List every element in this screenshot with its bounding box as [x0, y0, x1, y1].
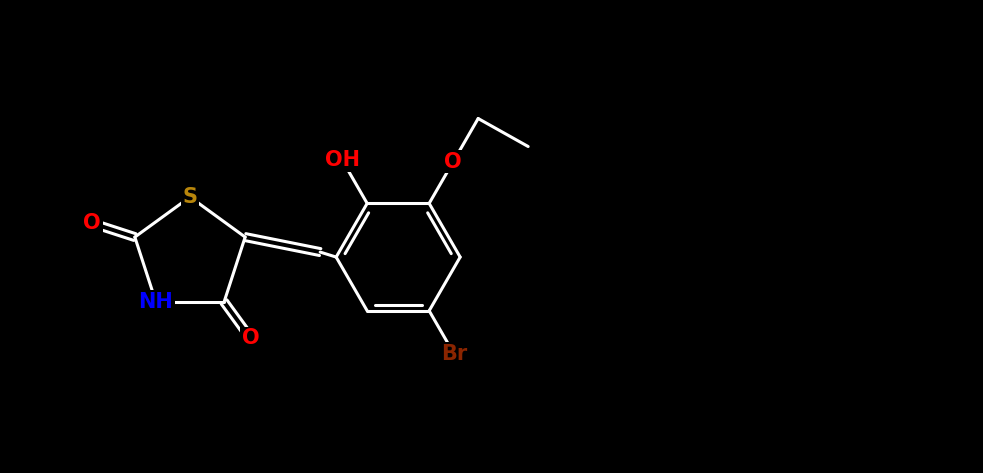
Text: O: O — [84, 213, 101, 233]
Text: O: O — [242, 328, 260, 348]
Text: S: S — [183, 187, 198, 207]
Text: OH: OH — [324, 150, 360, 170]
Text: NH: NH — [139, 292, 173, 312]
Text: O: O — [444, 152, 462, 172]
Text: Br: Br — [441, 344, 467, 364]
